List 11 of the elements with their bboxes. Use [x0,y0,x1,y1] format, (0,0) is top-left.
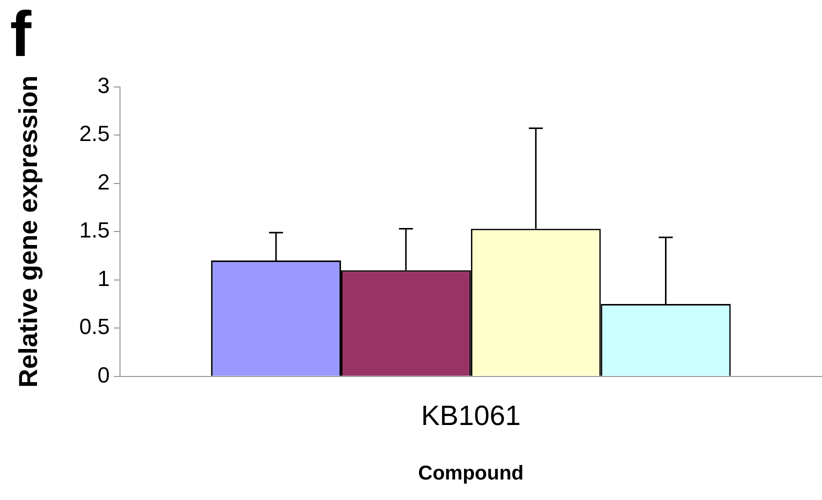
chart-title: f [10,0,32,70]
y-tick-label: 0.5 [79,314,110,340]
y-tick-label: 3 [98,72,110,98]
y-tick-label: 0 [98,362,110,388]
y-tick-label: 1 [98,266,110,291]
x-axis-title: Compound [418,462,524,485]
y-tick-label: 2 [98,169,110,194]
x-tick-label: KB1061 [421,400,521,431]
y-tick-label: 1.5 [79,218,110,243]
y-axis-title: Relative gene expression [12,76,43,388]
y-tick-label: 2.5 [79,121,110,146]
